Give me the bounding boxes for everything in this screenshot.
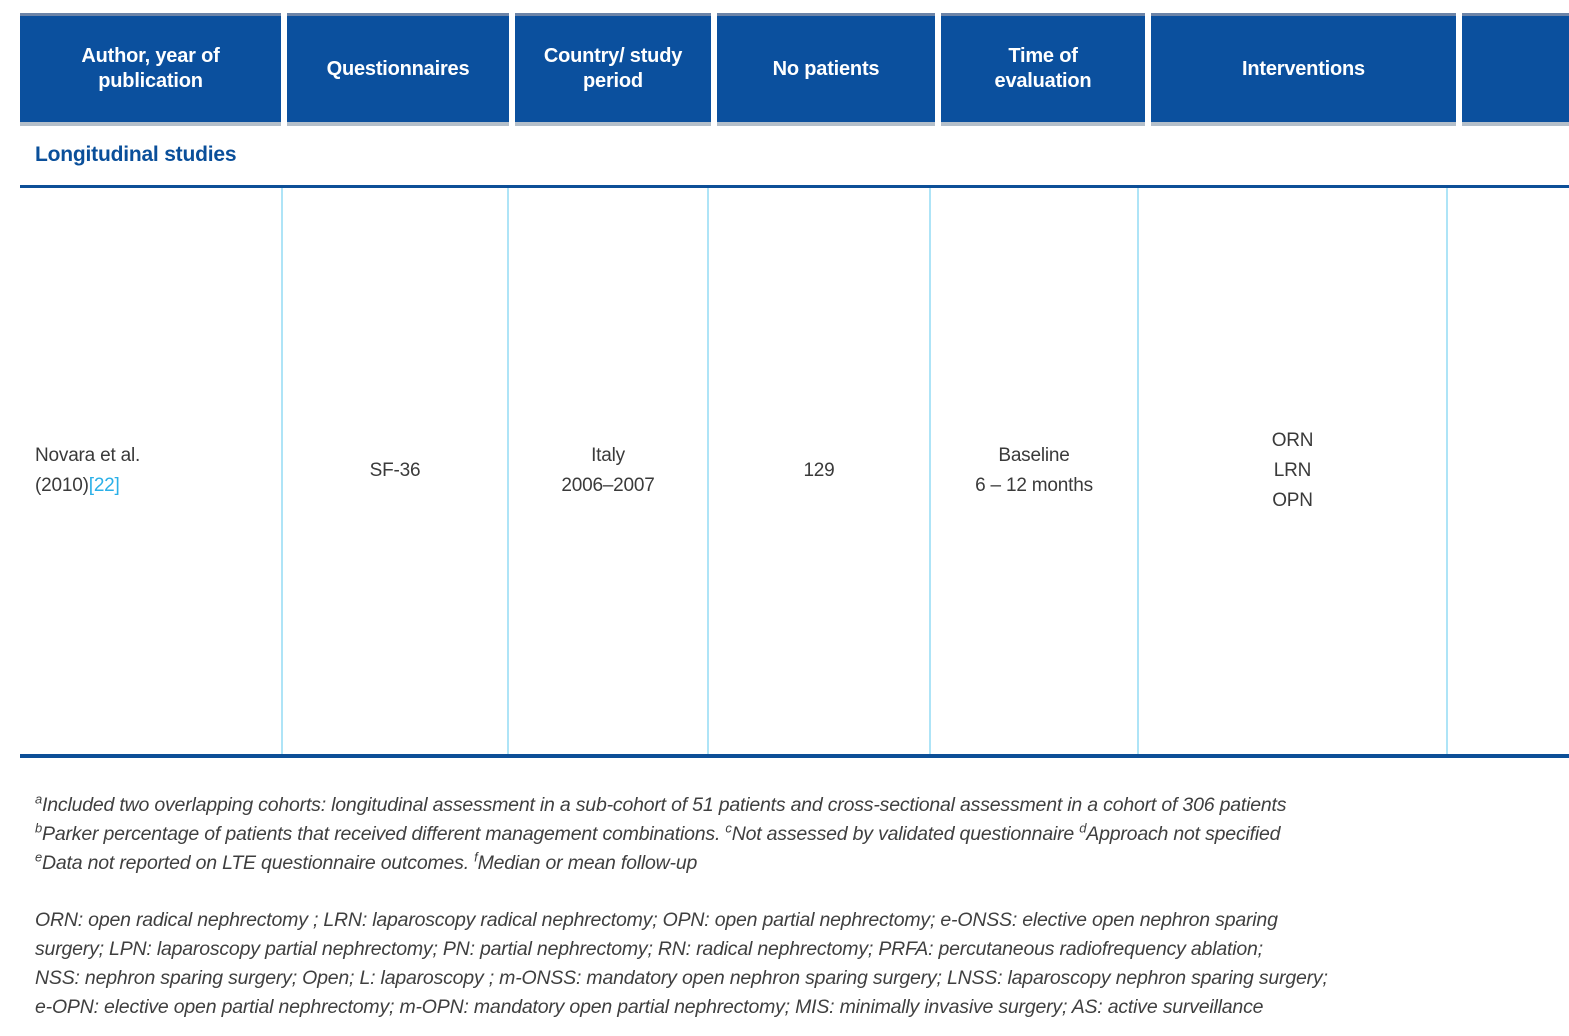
cell-country-study-period: Italy 2006–2007 (509, 188, 709, 754)
author-name: Novara et al. (35, 445, 141, 466)
abbreviation-line: e-OPN: elective open partial nephrectomy… (35, 996, 1264, 1018)
intervention-item: OPN (1272, 490, 1313, 511)
footnote-marker: e (35, 849, 43, 865)
column-header-label: Questionnaires (326, 57, 470, 80)
no-patients-value: 129 (803, 460, 835, 481)
column-header-label: Country/ study period (543, 45, 683, 92)
column-header-label: Interventions (1242, 57, 1365, 80)
time-of-evaluation-line: 6 – 12 months (975, 475, 1093, 496)
footnotes-block: aIncluded two overlapping cohorts: longi… (35, 791, 1529, 878)
author-year: (2010) (35, 475, 89, 496)
cell-no-patients: 129 (709, 188, 931, 754)
cell-author-year: Novara et al. (2010)[22] (20, 188, 283, 754)
table-bottom-rule (20, 754, 1569, 758)
footnote-text: Median or mean follow-up (477, 852, 698, 874)
questionnaire-value: SF-36 (369, 460, 421, 481)
time-of-evaluation-line: Baseline (998, 445, 1070, 466)
footnote-text: Not assessed by validated questionnaire (731, 823, 1080, 845)
footnote-text: Data not reported on LTE questionnaire o… (42, 852, 475, 874)
cell-questionnaires: SF-36 (283, 188, 509, 754)
intervention-item: LRN (1273, 460, 1312, 481)
footnote-line: eData not reported on LTE questionnaire … (35, 849, 1529, 878)
footnote-text: Parker percentage of patients that recei… (42, 823, 726, 845)
study-period-value: 2006–2007 (561, 475, 655, 496)
section-label-longitudinal-studies: Longitudinal studies (35, 143, 237, 166)
footnote-marker: f (474, 849, 478, 865)
column-header-interventions: Interventions (1151, 13, 1456, 122)
column-header-label: Time of evaluation (994, 45, 1092, 92)
footnote-line: bParker percentage of patients that rece… (35, 820, 1529, 849)
abbreviation-line: surgery; LPN: laparoscopy partial nephre… (35, 938, 1263, 960)
footnote-marker: d (1079, 820, 1087, 836)
cell-interventions: ORN LRN OPN (1139, 188, 1448, 754)
column-header-no-patients: No patients (717, 13, 935, 122)
cell-time-of-evaluation: Baseline 6 – 12 months (931, 188, 1139, 754)
table-body: Novara et al. (2010)[22] SF-36 Italy 200… (20, 188, 1569, 754)
table-header-row: Author, year of publication Questionnair… (20, 13, 1569, 122)
footnote-marker: c (725, 820, 732, 836)
column-header-country-study-period: Country/ study period (515, 13, 711, 122)
footnote-marker: b (35, 820, 43, 836)
column-header-label: Author, year of publication (81, 45, 220, 92)
column-header-label: No patients (772, 57, 880, 80)
author-year-line: (2010)[22] (35, 471, 120, 501)
abbreviation-line: NSS: nephron sparing surgery; Open; L: l… (35, 967, 1328, 989)
citation-link[interactable]: [22] (88, 475, 120, 496)
footnote-marker: a (35, 791, 43, 807)
column-header-extra (1462, 13, 1569, 122)
table-top-rule (20, 185, 1569, 188)
column-header-time-of-evaluation: Time of evaluation (941, 13, 1145, 122)
column-header-questionnaires: Questionnaires (287, 13, 509, 122)
country-value: Italy (591, 445, 625, 466)
footnote-line: aIncluded two overlapping cohorts: longi… (35, 791, 1529, 820)
intervention-item: ORN (1271, 430, 1314, 451)
cell-extra-empty (1448, 188, 1569, 754)
abbreviation-line: ORN: open radical nephrectomy ; LRN: lap… (35, 909, 1278, 931)
footnote-text: Approach not specified (1086, 823, 1281, 845)
column-header-author-year: Author, year of publication (20, 13, 281, 122)
footnote-text: Included two overlapping cohorts: longit… (42, 794, 1287, 816)
abbreviations-block: ORN: open radical nephrectomy ; LRN: lap… (35, 906, 1529, 1022)
